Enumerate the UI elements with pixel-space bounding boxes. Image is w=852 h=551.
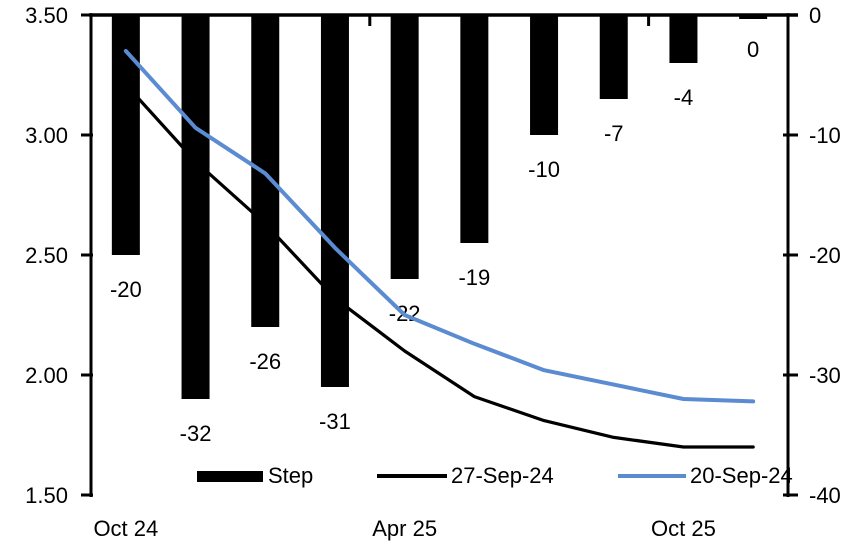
step-bar — [669, 15, 698, 63]
bar-value-label: -20 — [110, 277, 142, 302]
step-bar — [320, 15, 349, 387]
right-axis-tick-label: -40 — [809, 483, 841, 508]
x-axis-label: Apr 25 — [372, 516, 437, 541]
right-axis-tick-label: -30 — [809, 363, 841, 388]
legend-label-20-sep-24: 20-Sep-24 — [690, 463, 793, 488]
bar-value-label: -4 — [674, 85, 694, 110]
step-bar — [599, 15, 628, 99]
right-axis-tick-label: 0 — [809, 3, 821, 28]
legend-label-27-sep-24: 27-Sep-24 — [451, 463, 554, 488]
legend-label-step: Step — [268, 463, 314, 488]
step-bar — [111, 15, 140, 255]
left-axis-tick-label: 3.50 — [25, 3, 68, 28]
step-bar — [390, 15, 419, 279]
right-axis-tick-label: -20 — [809, 243, 841, 268]
left-axis-tick-label: 2.00 — [25, 363, 68, 388]
step-bar — [530, 15, 559, 135]
step-bar-swatch — [197, 470, 263, 482]
left-axis-tick-label: 1.50 — [25, 483, 68, 508]
step-bar — [251, 15, 280, 327]
bar-value-label: -32 — [180, 421, 212, 446]
legend-item-27-sep-24: 27-Sep-24 — [377, 463, 554, 489]
legend-item-20-sep-24: 20-Sep-24 — [618, 463, 793, 489]
left-axis-tick-label: 3.00 — [25, 123, 68, 148]
legend-item-step: Step — [197, 463, 313, 489]
line-27-sep-24 — [124, 82, 755, 449]
right-axis-tick-label: -10 — [809, 123, 841, 148]
bar-value-label: -7 — [604, 121, 624, 146]
bar-value-label: 0 — [747, 37, 759, 62]
bar-value-label: -31 — [319, 409, 351, 434]
step-bar — [181, 15, 210, 399]
step-bar — [739, 15, 768, 19]
bar-value-label: -10 — [528, 157, 560, 182]
bar-value-label: -26 — [249, 349, 281, 374]
line-swatch-20-sep-24 — [618, 474, 686, 478]
line-20-sep-24 — [123, 49, 756, 404]
x-axis-label: Oct 24 — [93, 516, 158, 541]
line-swatch-27-sep-24 — [377, 474, 447, 478]
bar-value-label: -19 — [458, 265, 490, 290]
left-axis-tick-label: 2.50 — [25, 243, 68, 268]
x-axis-label: Oct 25 — [651, 516, 716, 541]
step-bar — [460, 15, 489, 243]
